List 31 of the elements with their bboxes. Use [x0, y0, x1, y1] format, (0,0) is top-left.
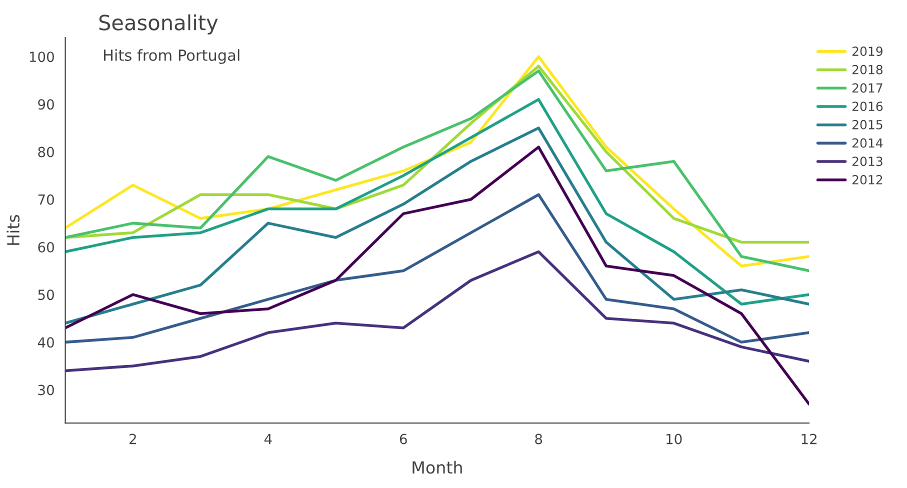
x-tick-label: 10 — [666, 434, 682, 444]
line-series — [65, 98, 810, 306]
x-tick-label: 12 — [802, 434, 816, 444]
legend-label: 2013 — [852, 156, 882, 166]
y-tick-label: 50 — [38, 290, 54, 300]
y-tick-label: 70 — [38, 194, 54, 205]
y-tick-label: 30 — [38, 384, 54, 396]
line-series — [65, 250, 810, 372]
x-tick-label: 8 — [535, 434, 542, 444]
legend-label: 2017 — [852, 83, 882, 93]
legend-label: 2014 — [852, 138, 883, 148]
x-tick-label: 6 — [400, 434, 407, 444]
line-series — [65, 146, 810, 406]
chart-title: Seasonality — [99, 14, 218, 34]
y-axis-title: Hits — [6, 214, 20, 245]
legend-label: 2012 — [852, 174, 882, 184]
text: Hits from Portugal — [104, 49, 240, 64]
x-axis-title: Month — [412, 460, 462, 474]
legend-label: 2018 — [852, 64, 882, 74]
y-tick-label: 40 — [38, 337, 54, 348]
line-series — [65, 193, 810, 344]
y-tick-label: 80 — [38, 146, 54, 158]
legend-label: 2019 — [852, 46, 882, 56]
x-tick-label: 4 — [264, 434, 272, 444]
legend-label: 2016 — [852, 102, 883, 112]
y-tick-label: 90 — [38, 99, 54, 110]
legend-label: 2015 — [852, 120, 882, 130]
x-tick-label: 2 — [130, 434, 136, 444]
line-series — [65, 126, 810, 325]
y-tick-label: 100 — [30, 52, 54, 62]
y-tick-label: 60 — [38, 242, 54, 252]
